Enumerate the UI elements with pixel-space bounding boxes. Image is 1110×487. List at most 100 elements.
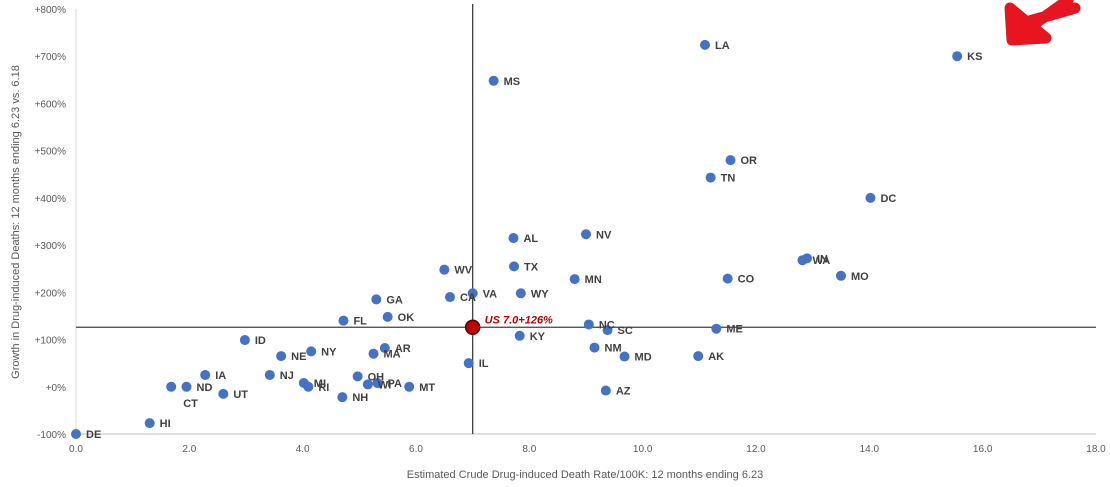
point-label-wa: WA <box>812 255 830 267</box>
data-point-la <box>700 39 710 50</box>
y-tick-label: +200% <box>35 288 67 299</box>
y-tick-label: +800% <box>35 5 67 16</box>
data-point-nc <box>583 319 594 330</box>
point-label-dc: DC <box>880 193 896 205</box>
point-label-ma: MA <box>384 349 401 361</box>
x-axis-title: Estimated Crude Drug-induced Death Rate/… <box>407 469 764 481</box>
data-point-wy <box>515 288 526 299</box>
y-tick-label: +700% <box>35 52 67 63</box>
point-label-ga: GA <box>386 294 403 306</box>
data-point-ct <box>166 381 177 392</box>
data-point-az <box>600 385 611 396</box>
red-arrow-annotation <box>1004 0 1081 46</box>
y-tick-label: +500% <box>35 147 67 158</box>
data-points <box>71 39 963 439</box>
point-label-nj: NJ <box>280 370 294 382</box>
x-tick-label: 18.0 <box>1086 444 1106 455</box>
x-tick-label: 4.0 <box>296 444 310 455</box>
x-tick-label: 10.0 <box>633 444 653 455</box>
axes: 0.0 2.0 4.0 6.0 8.0 10.0 12.0 14.0 16.0 18.0 -100%… <box>35 5 1107 455</box>
data-point-ms <box>488 75 499 86</box>
data-point-ks <box>952 51 963 62</box>
data-point-fl <box>338 315 349 326</box>
data-point-md <box>619 351 630 362</box>
point-label-ri: RI <box>318 382 329 394</box>
y-tick-label: +600% <box>35 99 67 110</box>
data-point-nh <box>337 392 348 403</box>
point-label-mo: MO <box>851 271 869 283</box>
y-tick-label: +0% <box>46 383 66 394</box>
x-tick-label: 8.0 <box>522 444 536 455</box>
data-point-me <box>711 323 722 334</box>
point-label-il: IL <box>479 358 489 370</box>
point-label-va: VA <box>483 288 498 300</box>
point-label-sc: SC <box>618 325 633 337</box>
data-point-nv <box>581 229 591 240</box>
data-point-al <box>508 233 519 244</box>
data-point-pa <box>372 378 383 388</box>
point-label-ia: IA <box>215 370 226 382</box>
point-label-la: LA <box>715 40 730 52</box>
data-point-ia <box>200 369 211 380</box>
data-point-in <box>802 253 812 264</box>
reference-lines <box>76 4 1096 434</box>
data-point-co <box>722 273 733 284</box>
point-label-wv: WV <box>454 265 472 277</box>
point-label-ct: CT <box>183 398 198 410</box>
y-tick-label: -100% <box>37 430 66 441</box>
point-label-tx: TX <box>524 261 539 273</box>
us-highlight-point <box>464 319 481 336</box>
data-point-hi <box>144 418 155 429</box>
point-label-ne: NE <box>291 351 306 363</box>
point-label-de: DE <box>86 429 101 441</box>
data-point-id <box>239 335 250 346</box>
data-point-ma <box>368 348 379 359</box>
point-label-mi: MI <box>314 378 326 390</box>
data-point-ut <box>218 388 229 399</box>
point-label-ms: MS <box>504 76 520 88</box>
point-label-me: ME <box>726 324 743 336</box>
point-label-nc: NC <box>599 319 615 331</box>
us-highlight-label: US 7.0+126% <box>485 314 553 326</box>
point-label-nd: ND <box>197 382 213 394</box>
data-point-ok <box>382 311 393 322</box>
point-label-ca: CA <box>460 292 476 304</box>
y-axis-title: Growth in Drug-induced Deaths: 12 months… <box>10 65 22 379</box>
data-point-va <box>467 288 478 299</box>
point-label-ut: UT <box>233 389 248 401</box>
x-tick-label: 6.0 <box>409 444 423 455</box>
data-point-tx <box>509 261 520 272</box>
point-label-ky: KY <box>530 331 546 343</box>
data-point-mo <box>836 270 846 281</box>
point-label-mt: MT <box>419 382 435 394</box>
point-label-id: ID <box>255 335 266 347</box>
point-label-al: AL <box>523 233 538 245</box>
data-point-mt <box>404 381 415 392</box>
data-point-or <box>725 155 736 166</box>
data-point-oh <box>352 371 363 382</box>
point-label-md: MD <box>635 352 652 364</box>
y-tick-label: +400% <box>35 194 67 205</box>
data-point-ne <box>276 351 287 362</box>
data-point-ca <box>445 292 455 303</box>
point-label-mn: MN <box>585 274 602 286</box>
point-label-hi: HI <box>160 418 171 430</box>
x-tick-label: 2.0 <box>182 444 196 455</box>
point-label-wi: WI <box>378 379 391 391</box>
data-point-ri <box>303 381 314 392</box>
point-label-fl: FL <box>353 316 367 328</box>
point-label-ok: OK <box>398 312 415 324</box>
data-point-ak <box>693 351 704 362</box>
data-point-ar <box>379 343 390 354</box>
data-point-ky <box>514 330 525 341</box>
x-tick-label: 16.0 <box>973 444 993 455</box>
data-point-mn <box>569 274 580 285</box>
x-tick-label: 14.0 <box>860 444 880 455</box>
data-point-dc <box>865 192 876 203</box>
data-point-wi <box>362 379 373 390</box>
point-label-in: IN <box>817 253 828 265</box>
data-point-de <box>71 429 81 439</box>
data-point-il <box>463 358 474 369</box>
point-label-pa: PA <box>387 378 402 390</box>
